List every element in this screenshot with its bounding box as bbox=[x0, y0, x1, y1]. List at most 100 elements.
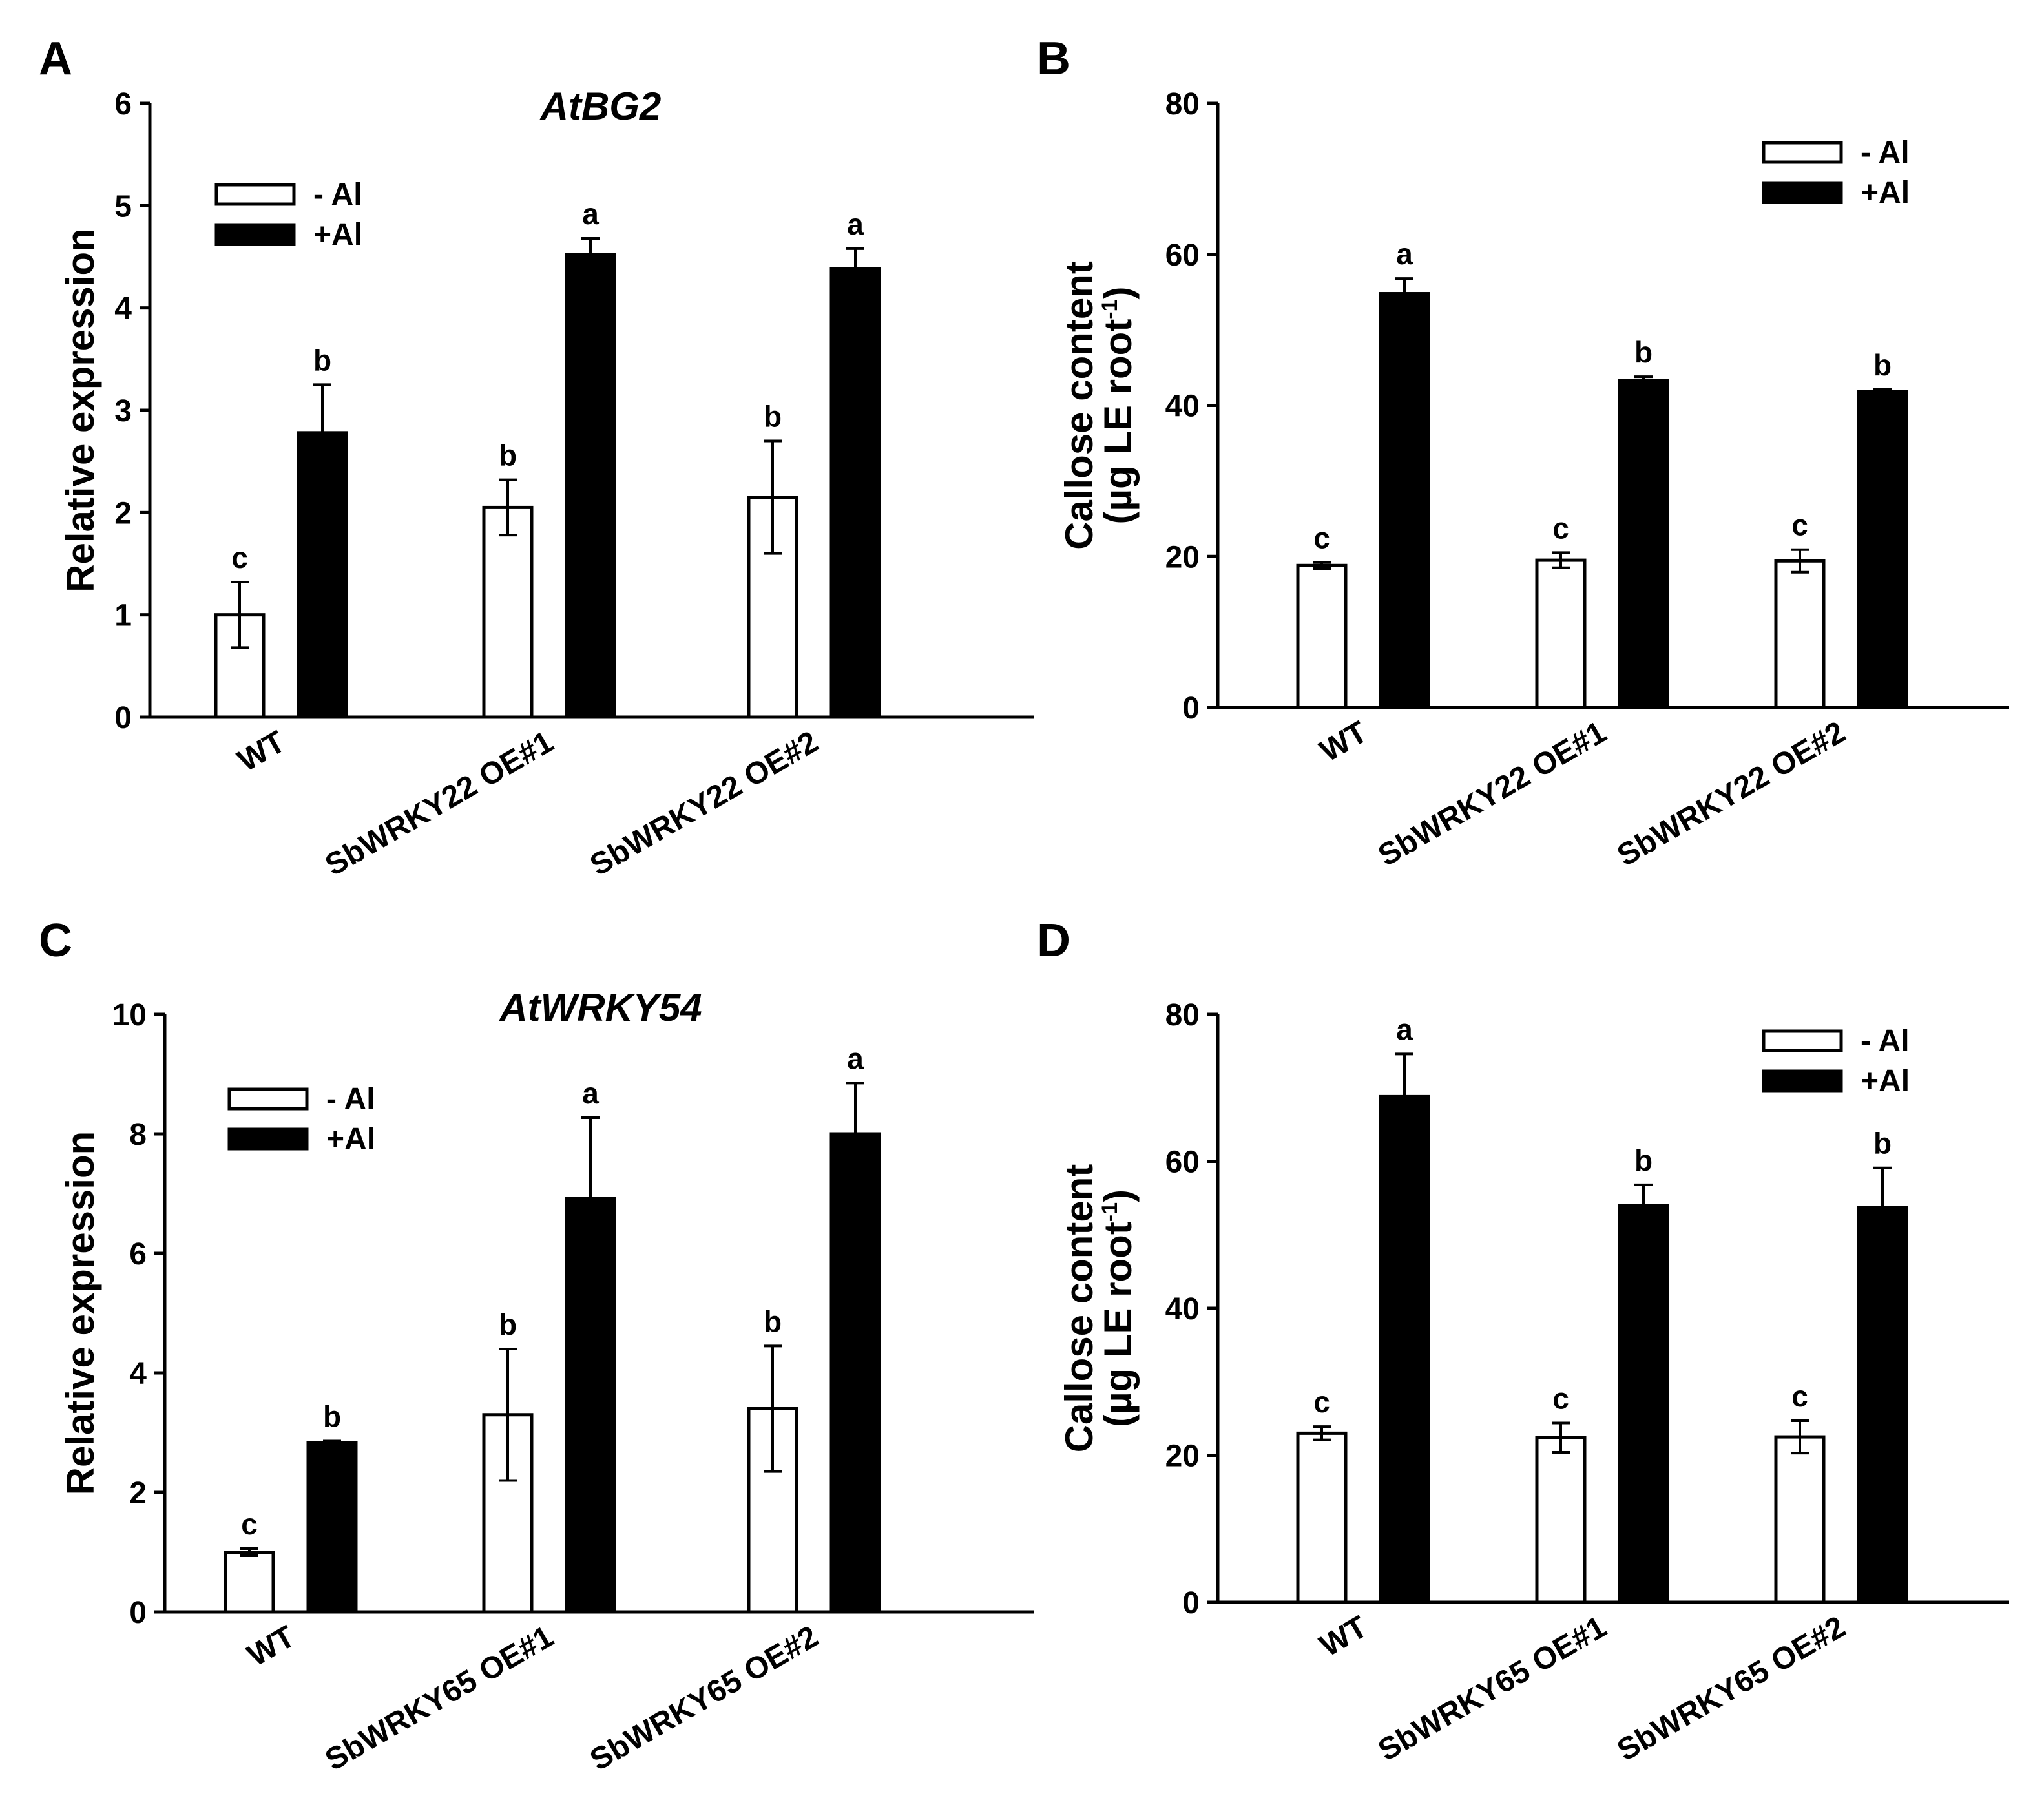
y-tick-label: 40 bbox=[1165, 390, 1200, 424]
y-axis-label-line: Relative expression bbox=[59, 228, 102, 592]
chart-title: AtWRKY54 bbox=[498, 986, 702, 1029]
y-axis-label: Relative expression bbox=[59, 228, 102, 592]
legend-label-plus-al: +Al bbox=[1861, 176, 1910, 210]
x-category-label: SbWRKY22 OE#1 bbox=[1373, 715, 1612, 873]
bar-minus-al bbox=[482, 505, 534, 719]
significance-letter: b bbox=[1634, 335, 1653, 369]
bar-plus-al bbox=[1618, 379, 1669, 709]
y-axis-label-line: Callose content bbox=[1058, 1164, 1101, 1453]
y-tick-label: 10 bbox=[112, 998, 147, 1032]
y-tick-label: 80 bbox=[1165, 998, 1200, 1032]
legend-swatch-minus-al bbox=[1762, 141, 1843, 164]
bar-plus-al bbox=[1857, 1206, 1908, 1604]
y-tick-label: 60 bbox=[1165, 238, 1200, 273]
significance-letter: b bbox=[499, 1308, 517, 1341]
significance-letter: b bbox=[1873, 348, 1892, 382]
significance-letter: b bbox=[323, 1399, 341, 1433]
y-tick-label: 20 bbox=[1165, 540, 1200, 574]
x-category-label: SbWRKY65 OE#1 bbox=[1373, 1610, 1612, 1768]
legend-label-minus-al: - Al bbox=[326, 1082, 375, 1116]
legend-swatch-minus-al bbox=[214, 183, 296, 206]
significance-letter: b bbox=[499, 439, 517, 472]
bar-plus-al bbox=[297, 431, 348, 719]
bar-minus-al bbox=[1535, 1436, 1587, 1604]
y-tick-label: 4 bbox=[129, 1357, 147, 1391]
y-tick-label: 1 bbox=[114, 599, 132, 633]
legend: - Al +Al bbox=[227, 1082, 375, 1156]
panel-letter: B bbox=[1037, 33, 1070, 85]
significance-letter: c bbox=[1552, 511, 1569, 545]
panel-a: A AtBG2 Relative expression 0 1 2 3 4 5 6 c b WT b a Sb… bbox=[39, 33, 1034, 883]
significance-letter: c bbox=[1313, 1385, 1330, 1419]
bar-plus-al bbox=[1857, 390, 1908, 709]
bar-plus-al bbox=[1618, 1204, 1669, 1604]
y-tick-label: 60 bbox=[1165, 1145, 1200, 1180]
y-axis-label: Callose content(µg LE root-1) bbox=[1058, 261, 1140, 550]
panel-d: D Callose content(µg LE root-1) 0 20 40 60 80 c… bbox=[1037, 915, 2009, 1768]
significance-letter: c bbox=[241, 1507, 258, 1541]
significance-letter: b bbox=[764, 1304, 782, 1338]
significance-letter: a bbox=[1396, 237, 1413, 271]
x-category-label: SbWRKY22 OE#1 bbox=[320, 725, 559, 883]
significance-letter: c bbox=[231, 541, 248, 574]
y-axis-label-close: ) bbox=[1096, 286, 1140, 299]
y-tick-label: 0 bbox=[1182, 691, 1200, 726]
significance-letter: b bbox=[313, 343, 331, 377]
legend-label-plus-al: +Al bbox=[1861, 1064, 1910, 1098]
panel-letter: D bbox=[1037, 915, 1070, 967]
panel-letter: C bbox=[39, 915, 72, 967]
significance-letter: a bbox=[847, 1041, 864, 1075]
legend-label-minus-al: - Al bbox=[1861, 1024, 1910, 1058]
y-axis-label: Relative expression bbox=[59, 1131, 102, 1496]
significance-letter: a bbox=[1396, 1012, 1413, 1046]
bar-minus-al bbox=[1296, 563, 1348, 709]
legend-label-plus-al: +Al bbox=[326, 1122, 375, 1156]
y-tick-label: 0 bbox=[114, 701, 132, 735]
y-tick-label: 6 bbox=[129, 1237, 147, 1271]
panel-letter: A bbox=[39, 33, 72, 85]
x-category-label: WT bbox=[232, 725, 291, 779]
x-category-label: SbWRKY22 OE#2 bbox=[1612, 715, 1851, 873]
bar-plus-al bbox=[1379, 292, 1430, 709]
significance-letter: b bbox=[1873, 1127, 1892, 1160]
y-tick-label: 8 bbox=[129, 1118, 147, 1152]
y-tick-label: 6 bbox=[114, 87, 132, 121]
x-category-label: WT bbox=[242, 1620, 300, 1673]
bar-plus-al bbox=[565, 253, 616, 719]
y-axis-label-line: Callose content bbox=[1058, 261, 1101, 550]
significance-letter: b bbox=[764, 400, 782, 434]
panel-b: B Callose content(µg LE root-1) 0 20 40 60 80 c… bbox=[1037, 33, 2009, 873]
x-category-label: WT bbox=[1314, 715, 1373, 769]
y-tick-label: 80 bbox=[1165, 87, 1200, 121]
y-tick-label: 2 bbox=[129, 1476, 147, 1511]
legend-label-minus-al: - Al bbox=[1861, 136, 1910, 170]
y-axis-label-line: Relative expression bbox=[59, 1131, 102, 1496]
bar-minus-al bbox=[1535, 558, 1587, 709]
significance-letter: a bbox=[582, 1076, 599, 1110]
significance-letter: a bbox=[847, 207, 864, 241]
legend-swatch-plus-al bbox=[214, 223, 296, 246]
legend-label-plus-al: +Al bbox=[313, 218, 362, 252]
y-tick-label: 40 bbox=[1165, 1292, 1200, 1326]
y-axis-label: Callose content(µg LE root-1) bbox=[1058, 1164, 1140, 1453]
bar-minus-al bbox=[1774, 559, 1826, 709]
y-axis-label-unit: (µg LE root bbox=[1096, 1222, 1140, 1427]
y-tick-label: 20 bbox=[1165, 1439, 1200, 1474]
legend: - Al +Al bbox=[214, 178, 362, 252]
bar-plus-al bbox=[829, 1132, 881, 1614]
y-tick-label: 2 bbox=[114, 496, 132, 530]
legend-swatch-minus-al bbox=[227, 1087, 309, 1111]
bar-minus-al bbox=[224, 1551, 275, 1614]
bar-plus-al bbox=[829, 267, 881, 719]
y-tick-label: 4 bbox=[114, 292, 132, 326]
y-axis-label-close: ) bbox=[1096, 1189, 1140, 1202]
y-axis-label-superscript: -1 bbox=[1098, 1202, 1122, 1222]
y-tick-label: 0 bbox=[1182, 1586, 1200, 1620]
y-tick-label: 3 bbox=[114, 394, 132, 428]
significance-letter: c bbox=[1791, 508, 1808, 542]
x-category-label: SbWRKY65 OE#1 bbox=[320, 1620, 559, 1778]
legend-swatch-plus-al bbox=[1762, 1069, 1843, 1093]
x-category-label: SbWRKY22 OE#2 bbox=[585, 725, 824, 883]
bar-minus-al bbox=[1774, 1435, 1826, 1604]
legend-swatch-minus-al bbox=[1762, 1029, 1843, 1052]
